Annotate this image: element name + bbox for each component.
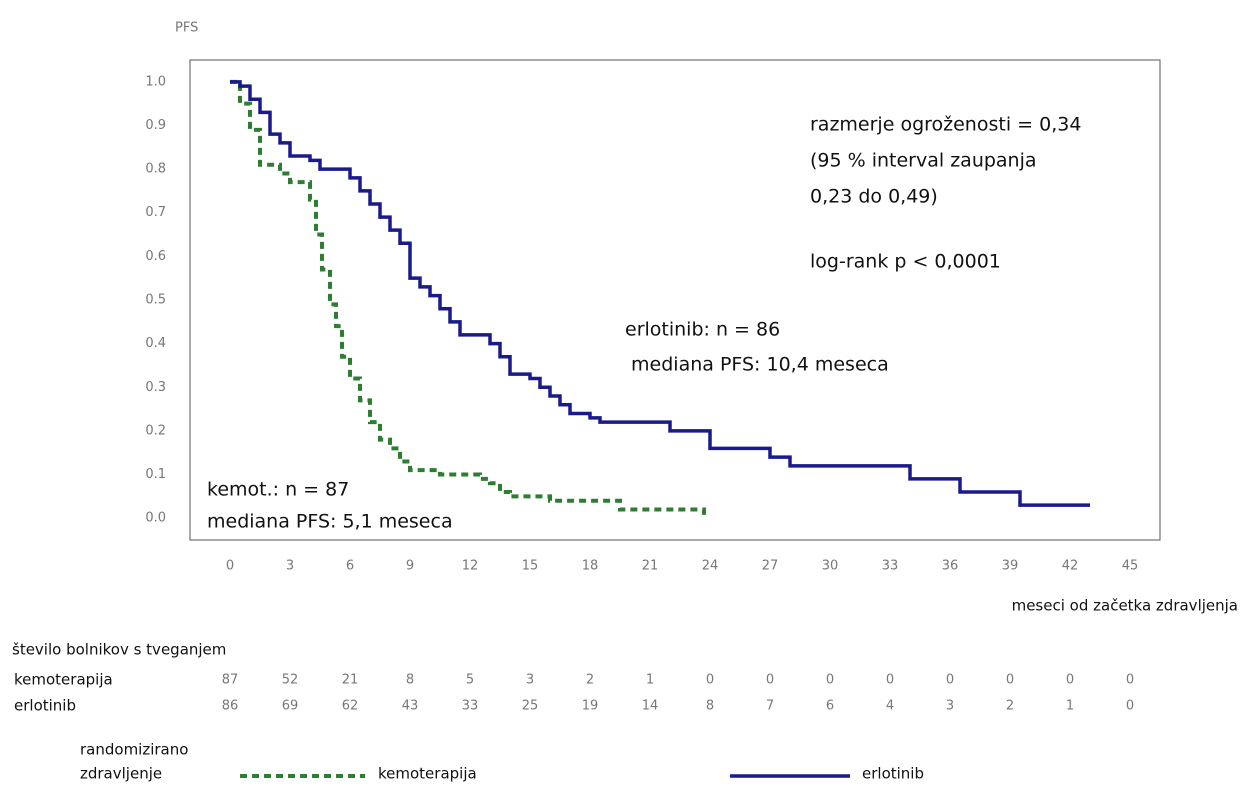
annotation: erlotinib: n = 86 — [625, 319, 780, 341]
risk-count: 0 — [1006, 673, 1014, 688]
x-tick-label: 27 — [762, 559, 779, 574]
risk-count: 14 — [642, 699, 659, 714]
x-tick-label: 30 — [822, 559, 839, 574]
risk-count: 0 — [766, 673, 774, 688]
annotation: mediana PFS: 10,4 meseca — [625, 354, 889, 376]
legend-label: erlotinib — [862, 765, 924, 783]
x-tick-label: 9 — [406, 559, 414, 574]
km-curve — [230, 79, 706, 519]
risk-count: 4 — [886, 699, 894, 714]
risk-count: 3 — [526, 673, 534, 688]
risk-count: 0 — [1126, 699, 1134, 714]
annotation: mediana PFS: 5,1 meseca — [207, 511, 453, 533]
risk-count: 0 — [1066, 673, 1074, 688]
y-axis-label: PFS — [175, 21, 198, 36]
x-tick-label: 0 — [226, 559, 234, 574]
risk-count: 0 — [946, 673, 954, 688]
risk-count: 69 — [282, 699, 299, 714]
y-tick-label: 0.3 — [145, 380, 166, 395]
y-tick-label: 0.1 — [145, 467, 166, 482]
risk-count: 3 — [946, 699, 954, 714]
annotation: kemot.: n = 87 — [207, 479, 349, 501]
risk-count: 7 — [766, 699, 774, 714]
risk-count: 0 — [706, 673, 714, 688]
risk-count: 43 — [402, 699, 419, 714]
y-tick-label: 0.9 — [145, 118, 166, 133]
x-tick-label: 42 — [1062, 559, 1079, 574]
annotation: log-rank p < 0,0001 — [810, 251, 1001, 273]
y-tick-label: 1.0 — [145, 74, 166, 89]
x-tick-label: 3 — [286, 559, 294, 574]
x-tick-label: 12 — [462, 559, 479, 574]
risk-row-label: kemoterapija — [14, 671, 113, 689]
risk-count: 21 — [342, 673, 359, 688]
risk-count: 5 — [466, 673, 474, 688]
x-axis-label: meseci od začetka zdravljenja — [1012, 597, 1238, 615]
annotation: razmerje ogroženosti = 0,34 — [810, 114, 1081, 136]
risk-count: 8 — [406, 673, 414, 688]
annotation: (95 % interval zaupanja — [810, 150, 1037, 172]
x-tick-label: 15 — [522, 559, 539, 574]
risk-count: 86 — [222, 699, 239, 714]
legend-title: randomizirano — [80, 741, 188, 759]
risk-count: 0 — [1126, 673, 1134, 688]
risk-count: 6 — [826, 699, 834, 714]
risk-count: 0 — [886, 673, 894, 688]
risk-table-title: število bolnikov s tveganjem — [12, 641, 226, 659]
risk-count: 33 — [462, 699, 479, 714]
x-tick-label: 39 — [1002, 559, 1019, 574]
annotation: 0,23 do 0,49) — [810, 186, 938, 208]
risk-count: 8 — [706, 699, 714, 714]
x-tick-label: 21 — [642, 559, 659, 574]
y-tick-label: 0.2 — [145, 423, 166, 438]
x-tick-label: 24 — [702, 559, 719, 574]
risk-count: 25 — [522, 699, 539, 714]
x-tick-label: 6 — [346, 559, 354, 574]
risk-count: 2 — [1006, 699, 1014, 714]
risk-count: 87 — [222, 673, 239, 688]
x-tick-label: 18 — [582, 559, 599, 574]
risk-count: 19 — [582, 699, 599, 714]
risk-count: 1 — [1066, 699, 1074, 714]
risk-count: 0 — [826, 673, 834, 688]
y-tick-label: 0.7 — [145, 205, 166, 220]
risk-count: 2 — [586, 673, 594, 688]
x-tick-label: 36 — [942, 559, 959, 574]
y-tick-label: 0.5 — [145, 293, 166, 308]
risk-count: 1 — [646, 673, 654, 688]
risk-row-label: erlotinib — [14, 697, 76, 715]
legend-title: zdravljenje — [80, 765, 162, 783]
km-curve — [230, 80, 1090, 507]
y-tick-label: 0.0 — [145, 511, 166, 526]
y-tick-label: 0.4 — [145, 336, 166, 351]
risk-count: 52 — [282, 673, 299, 688]
y-tick-label: 0.6 — [145, 249, 166, 264]
y-tick-label: 0.8 — [145, 162, 166, 177]
risk-count: 62 — [342, 699, 359, 714]
x-tick-label: 33 — [882, 559, 899, 574]
plot-frame — [189, 59, 1161, 541]
x-tick-label: 45 — [1122, 559, 1139, 574]
legend-label: kemoterapija — [378, 765, 477, 783]
